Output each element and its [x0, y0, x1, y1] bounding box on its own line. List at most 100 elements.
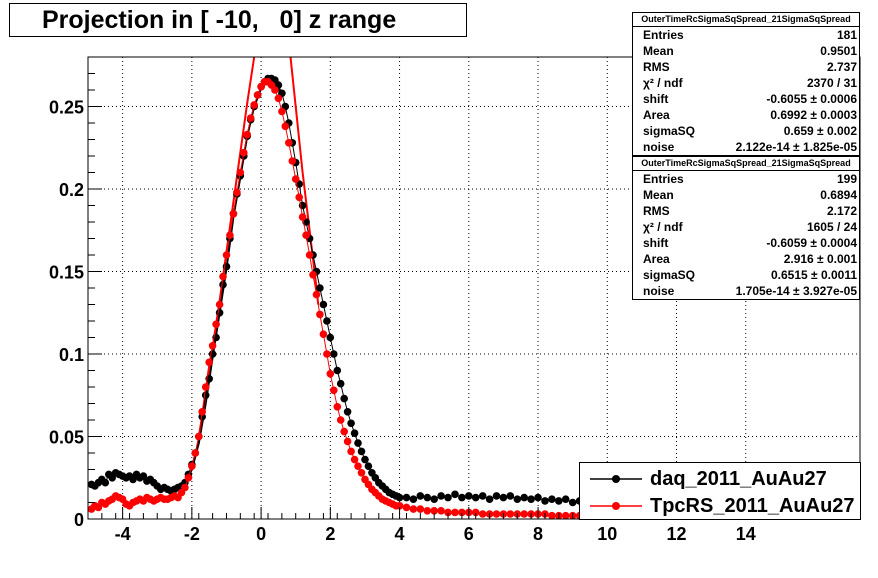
y-tick-label: 0.05 [49, 428, 84, 448]
data-point [561, 495, 570, 504]
data-point [347, 419, 355, 428]
legend-marker-tpcrs [590, 502, 642, 510]
data-point [181, 483, 189, 492]
data-point [437, 492, 445, 500]
data-point [520, 493, 528, 502]
data-point [305, 251, 314, 259]
data-point [548, 511, 556, 520]
data-point [236, 168, 245, 177]
data-point [330, 386, 338, 395]
data-point [191, 449, 200, 457]
data-point [205, 358, 213, 367]
data-point [336, 416, 345, 424]
data-point [278, 107, 286, 116]
data-point [198, 408, 206, 416]
stats-row-noise: noise 2.122e-14 ± 1.825e-05 [643, 140, 857, 154]
data-point [208, 342, 217, 350]
y-tick-label: 0.1 [59, 345, 84, 365]
data-point [219, 280, 227, 289]
stats-box-daq: OuterTimeRcSigmaSqSpread_21SigmaSqSpread… [632, 12, 860, 156]
data-point [357, 447, 366, 456]
data-point [513, 495, 522, 504]
data-point [458, 493, 466, 502]
data-point [555, 497, 563, 505]
stats-row-entries: Entries 181 [643, 28, 857, 42]
data-point [295, 193, 304, 202]
data-point [291, 175, 300, 183]
data-point [333, 403, 342, 411]
data-point [343, 408, 352, 416]
x-tick-label: 10 [597, 524, 617, 544]
data-point [330, 350, 338, 358]
stats-row-shift: shift -0.6055 ± 0.0006 [643, 92, 857, 106]
stats-row-noise: noise 1.705e-14 ± 3.927e-05 [643, 284, 857, 298]
x-tick-label: -4 [115, 524, 131, 544]
data-point [281, 122, 290, 131]
data-point [222, 251, 231, 259]
data-point [478, 492, 487, 500]
legend-item-tpcrs: TpcRS_2011_AuAu27 [580, 493, 860, 519]
data-point [323, 350, 331, 358]
chart-title: Projection in [ -10, 0] z range [9, 3, 467, 37]
data-point [350, 429, 359, 438]
data-point [323, 317, 331, 325]
data-point [423, 507, 432, 515]
data-point [336, 379, 345, 388]
data-point [219, 272, 227, 281]
data-point [534, 493, 542, 502]
data-point [485, 495, 494, 504]
data-point [430, 507, 439, 515]
legend-label-daq: daq_2011_AuAu27 [650, 468, 827, 490]
data-point [451, 490, 459, 499]
series-line [91, 78, 587, 504]
x-tick-label: -2 [184, 524, 200, 544]
data-point [316, 284, 324, 292]
data-point [423, 493, 432, 502]
data-point [402, 493, 411, 502]
data-point [561, 511, 570, 520]
stats-row-entries: Entries 199 [643, 172, 857, 186]
data-point [416, 505, 425, 513]
data-point [333, 366, 342, 375]
x-tick-label: 12 [667, 524, 687, 544]
x-tick-label: 4 [395, 524, 405, 544]
data-point [444, 493, 452, 502]
x-tick-label: 0 [256, 524, 266, 544]
data-point [350, 455, 359, 464]
data-point [458, 508, 466, 517]
data-point [527, 495, 535, 504]
stats-row-rms: RMS 2.172 [643, 204, 857, 218]
data-point [101, 478, 110, 487]
y-tick-label: 0.2 [59, 180, 84, 200]
data-point [499, 493, 508, 502]
data-point [471, 508, 480, 517]
stats-header: OuterTimeRcSigmaSqSpread_21SigmaSqSpread [633, 13, 859, 27]
stats-row-sigmasq: sigmaSQ 0.659 ± 0.002 [643, 124, 857, 138]
x-tick-label: 8 [533, 524, 543, 544]
data-point [478, 510, 487, 518]
fit-curve [177, 78, 283, 489]
data-point [201, 391, 210, 400]
data-point [316, 310, 324, 319]
data-point [347, 447, 355, 456]
data-point [340, 394, 349, 403]
data-point [568, 498, 577, 507]
y-tick-label: 0 [74, 510, 84, 530]
data-point [326, 333, 335, 342]
axes: -4 -2 0 2 4 6 8 10 12 14 0 0.05 0.1 0.15 0.2 0.25 [49, 56, 861, 544]
stats-row-sigmasq: sigmaSQ 0.6515 ± 0.0011 [643, 268, 857, 282]
data-point [340, 427, 349, 436]
data-point [430, 495, 439, 504]
data-point [215, 309, 224, 317]
data-point [409, 495, 418, 504]
fit-curve [289, 56, 320, 305]
data-point [416, 492, 425, 500]
data-point [298, 213, 307, 221]
data-point [302, 231, 310, 239]
data-point [250, 101, 258, 109]
y-tick-label: 0.15 [49, 263, 84, 283]
data-point [253, 91, 262, 99]
series-line [91, 81, 587, 517]
data-point [274, 94, 283, 103]
